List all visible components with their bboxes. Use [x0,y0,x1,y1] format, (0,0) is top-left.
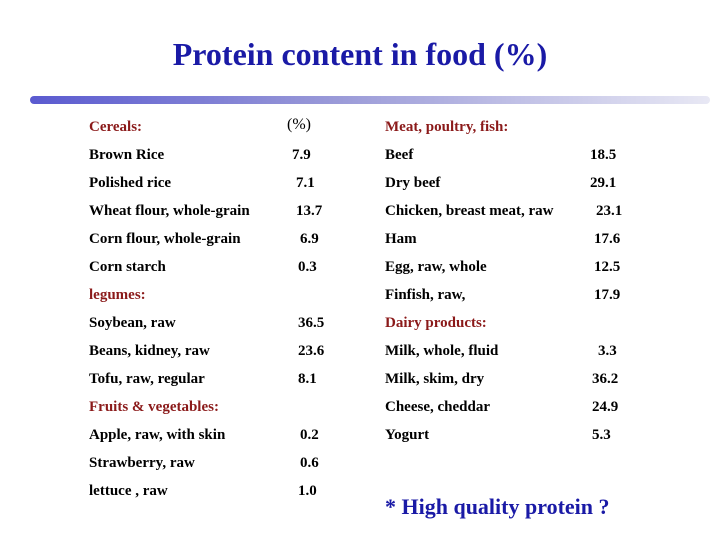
food-name: Beef [385,147,414,163]
food-name: Finfish, raw, [385,287,466,303]
food-name: Soybean, raw [89,315,176,331]
food-value: 18.5 [590,147,617,163]
cereals-header: Cereals: [89,119,143,135]
food-value: 6.9 [300,231,319,247]
food-name: lettuce , raw [89,483,168,499]
food-value: 5.3 [592,427,611,443]
food-name: Chicken, breast meat, raw [385,203,554,219]
food-value: 3.3 [598,343,617,359]
food-name: Strawberry, raw [89,455,195,471]
fruits-header: Fruits & vegetables: [89,399,219,415]
food-value: 36.2 [592,371,619,387]
food-value: 17.9 [594,287,621,303]
food-name: Yogurt [385,427,430,443]
food-name: Polished rice [89,175,172,191]
food-value: 8.1 [298,371,317,387]
dairy-header: Dairy products: [385,315,487,331]
food-name: Corn starch [89,259,166,275]
food-value: 17.6 [594,231,621,247]
food-value: 0.6 [300,455,319,471]
food-value: 7.9 [292,147,311,163]
food-value: 24.9 [592,399,619,415]
food-name: Brown Rice [89,147,165,163]
unit-header: (%) [287,116,311,133]
food-name: Tofu, raw, regular [89,371,205,387]
food-name: Dry beef [385,175,441,191]
food-name: Milk, whole, fluid [385,343,499,359]
food-value: 29.1 [590,175,617,191]
legumes-header: legumes: [89,287,146,303]
food-name: Corn flour, whole-grain [89,231,241,247]
food-name: Milk, skim, dry [385,371,485,387]
food-name: Beans, kidney, raw [89,343,210,359]
title-divider [30,96,710,104]
food-value: 12.5 [594,259,621,275]
page-title: Protein content in food (%) [172,36,548,72]
food-value: 1.0 [298,483,317,499]
food-value: 13.7 [296,203,323,219]
food-value: 23.1 [596,203,623,219]
meat-header: Meat, poultry, fish: [385,119,509,135]
food-value: 23.6 [298,343,325,359]
food-value: 0.3 [298,259,317,275]
quality-note: * High quality protein ? [385,494,610,519]
food-value: 7.1 [296,175,315,191]
food-name: Cheese, cheddar [385,399,490,415]
food-value: 0.2 [300,427,319,443]
food-name: Egg, raw, whole [385,259,487,275]
food-value: 36.5 [298,315,325,331]
food-name: Wheat flour, whole-grain [89,203,250,219]
food-name: Ham [385,231,417,247]
food-name: Apple, raw, with skin [89,427,226,443]
